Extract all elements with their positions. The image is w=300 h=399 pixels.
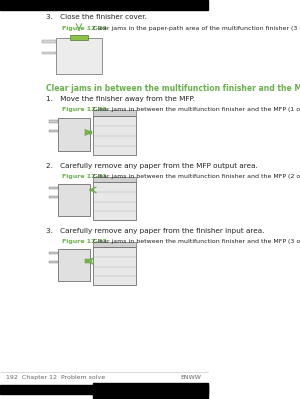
- Bar: [70, 35, 88, 40]
- Bar: [85, 259, 92, 263]
- Bar: [93, 177, 136, 182]
- Text: Clear jams in between the multifunction finisher and the MFP (2 of 4): Clear jams in between the multifunction …: [89, 174, 300, 179]
- Bar: [93, 247, 136, 284]
- Text: Clear jams in the paper-path area of the multifunction finisher (3 of 3): Clear jams in the paper-path area of the…: [89, 26, 300, 31]
- Bar: [42, 40, 56, 43]
- Bar: [49, 196, 58, 198]
- Text: Clear jams in between the multifunction finisher and the MFP: Clear jams in between the multifunction …: [46, 84, 300, 93]
- Bar: [93, 116, 136, 155]
- Bar: [0, 385, 208, 395]
- Text: ENWW: ENWW: [181, 375, 202, 380]
- Bar: [58, 249, 90, 281]
- Bar: [93, 242, 136, 247]
- Text: 2. Carefully remove any paper from the MFP output area.: 2. Carefully remove any paper from the M…: [46, 163, 257, 169]
- Bar: [58, 118, 90, 151]
- Text: Figure 12-32: Figure 12-32: [62, 239, 107, 244]
- Text: Figure 12-29: Figure 12-29: [62, 26, 107, 31]
- Text: Clear jams in between the multifunction finisher and the MFP (1 of 4): Clear jams in between the multifunction …: [89, 107, 300, 112]
- Bar: [85, 130, 92, 134]
- Text: 3. Close the finisher cover.: 3. Close the finisher cover.: [46, 14, 147, 20]
- Bar: [90, 189, 94, 191]
- Text: Figure 12-30: Figure 12-30: [62, 107, 107, 112]
- Bar: [49, 130, 58, 132]
- Bar: [93, 182, 136, 220]
- Text: 3. Carefully remove any paper from the finisher input area.: 3. Carefully remove any paper from the f…: [46, 228, 264, 234]
- Bar: [49, 261, 58, 263]
- Bar: [56, 38, 102, 74]
- Bar: [49, 120, 58, 122]
- Text: 192  Chapter 12  Problem solve: 192 Chapter 12 Problem solve: [6, 375, 105, 380]
- Bar: [93, 110, 136, 116]
- Bar: [42, 51, 56, 54]
- Bar: [49, 252, 58, 254]
- Text: Figure 12-31: Figure 12-31: [62, 174, 107, 179]
- Bar: [49, 187, 58, 189]
- Bar: [94, 383, 208, 399]
- Bar: [0, 0, 208, 10]
- Bar: [58, 184, 90, 216]
- Text: Clear jams in between the multifunction finisher and the MFP (3 of 4): Clear jams in between the multifunction …: [89, 239, 300, 244]
- Text: 1. Move the finisher away from the MFP.: 1. Move the finisher away from the MFP.: [46, 96, 195, 102]
